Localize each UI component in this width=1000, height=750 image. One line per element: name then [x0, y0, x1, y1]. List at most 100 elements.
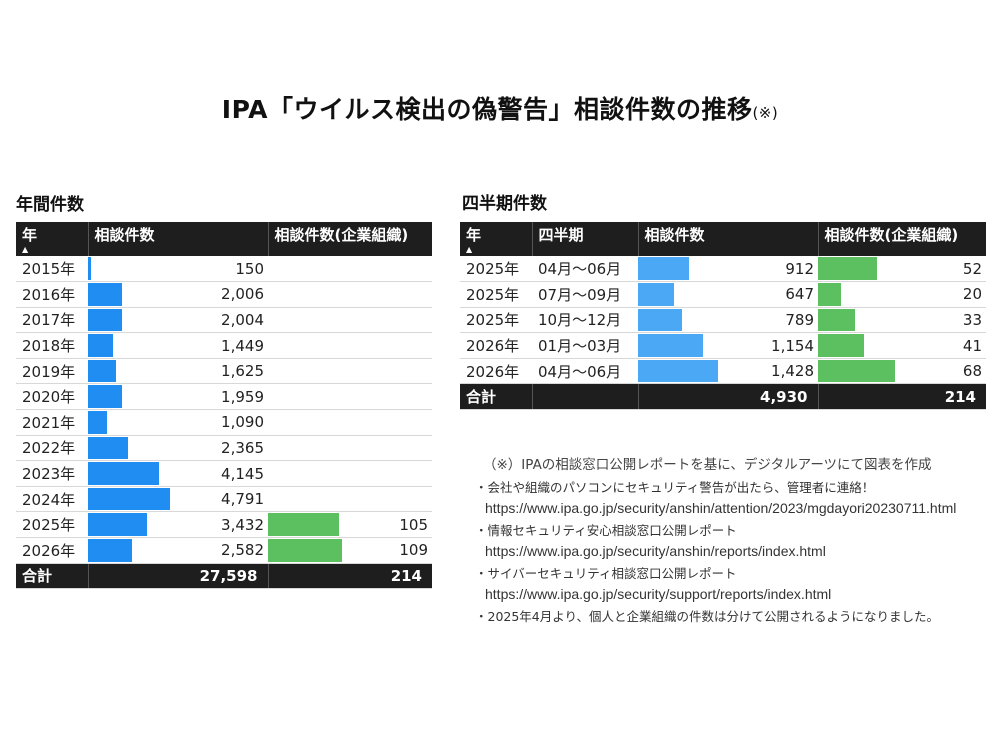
table-row: 2018年 1,449 [16, 332, 432, 359]
quarterly-total-corp: 214 [817, 383, 986, 411]
annual-count-cell: 2,004 [88, 307, 268, 334]
quarterly-header-quarter[interactable]: 四半期 [531, 222, 638, 256]
quarterly-count-cell-value: 1,154 [771, 336, 814, 355]
quarterly-year-cell: 2025年 [460, 256, 532, 283]
quarterly-corp-cell-value: 20 [962, 285, 982, 304]
quarterly-total-spacer [531, 383, 638, 411]
annual-corp-cell-bar [268, 539, 342, 562]
annual-year-cell: 2024年 [16, 486, 88, 513]
quarterly-table: 年 ▲ 四半期 相談件数 相談件数(企業組織) 2025年 04月～06月 912 52… [460, 222, 986, 411]
title-main: IPA「ウイルス検出の偽警告」相談件数の推移 [221, 95, 753, 124]
quarterly-year-cell: 2025年 [460, 281, 532, 308]
annual-year-cell: 2026年 [16, 537, 88, 564]
annual-count-cell-bar [88, 513, 147, 537]
annual-count-cell-bar [88, 308, 123, 332]
quarterly-quarter-cell: 10月～12月 [532, 307, 638, 334]
quarterly-count-cell-bar [638, 334, 703, 357]
quarterly-count-cell-bar [638, 359, 718, 383]
quarterly-corp-cell-bar [818, 283, 841, 306]
annual-header-row: 年 ▲ 相談件数 相談件数(企業組織) [16, 222, 432, 256]
annual-count-cell: 2,006 [88, 281, 268, 308]
quarterly-total-row: 合計 4,930 214 [460, 383, 986, 411]
table-row: 2025年 07月～09月 647 20 [460, 281, 986, 308]
annual-year-cell: 2025年 [16, 511, 88, 539]
table-row: 2026年 04月～06月 1,428 68 [460, 358, 986, 385]
annual-count-cell-value: 2,006 [221, 285, 264, 304]
table-row: 2019年 1,625 [16, 358, 432, 385]
quarterly-count-cell: 1,154 [638, 332, 818, 359]
table-row: 2015年 150 [16, 256, 432, 283]
annual-year-cell: 2021年 [16, 409, 88, 436]
quarterly-corp-cell: 52 [818, 256, 986, 283]
quarterly-quarter-cell: 04月～06月 [532, 256, 638, 283]
annual-table: 年 ▲ 相談件数 相談件数(企業組織) 2015年 150 2016年 2,006 201… [16, 222, 432, 590]
annual-header-year[interactable]: 年 ▲ [16, 222, 88, 256]
annual-count-cell-value: 150 [235, 259, 264, 278]
annual-year-cell: 2023年 [16, 460, 88, 487]
annual-count-cell: 4,791 [88, 486, 268, 513]
quarterly-count-cell-value: 912 [785, 259, 814, 278]
quarterly-corp-cell-bar [818, 359, 895, 383]
annual-year-cell: 2022年 [16, 435, 88, 462]
table-row: 2020年 1,959 [16, 383, 432, 411]
quarterly-header-year[interactable]: 年 ▲ [460, 222, 532, 256]
quarterly-quarter-cell: 07月～09月 [532, 281, 638, 308]
annual-count-cell-bar [88, 436, 129, 460]
annual-count-cell-value: 2,365 [221, 438, 264, 457]
quarterly-count-cell: 647 [638, 281, 818, 308]
note-link[interactable]: https://www.ipa.go.jp/security/support/r… [485, 586, 832, 602]
table-row: 2025年 10月～12月 789 33 [460, 307, 986, 334]
title-note: (※) [752, 104, 779, 122]
annual-year-cell: 2018年 [16, 332, 88, 359]
page-title: IPA「ウイルス検出の偽警告」相談件数の推移(※) [0, 90, 1000, 126]
table-row: 2021年 1,090 [16, 409, 432, 436]
table-row: 2023年 4,145 [16, 460, 432, 487]
annual-header-count[interactable]: 相談件数 [87, 222, 268, 256]
note-line: （※）IPAの相談窓口公開レポートを基に、デジタルアーツにて図表を作成 [483, 457, 932, 473]
annual-year-cell: 2015年 [16, 256, 88, 283]
quarterly-header-count[interactable]: 相談件数 [637, 222, 818, 256]
sort-ascending-icon[interactable]: ▲ [466, 245, 473, 254]
quarterly-total-label: 合計 [460, 383, 532, 411]
annual-total-label: 合計 [16, 563, 88, 590]
annual-header-corp[interactable]: 相談件数(企業組織) [267, 222, 432, 256]
annual-corp-cell [268, 307, 432, 334]
quarterly-corp-cell-bar [818, 308, 856, 332]
quarterly-count-cell: 1,428 [638, 358, 818, 385]
quarterly-count-cell-value: 789 [785, 310, 814, 329]
annual-year-cell: 2016年 [16, 281, 88, 308]
table-row: 2022年 2,365 [16, 435, 432, 462]
quarterly-header-corp[interactable]: 相談件数(企業組織) [817, 222, 986, 256]
annual-count-cell-bar [88, 283, 123, 306]
annual-count-cell-bar [88, 385, 122, 409]
quarterly-year-cell: 2026年 [460, 358, 532, 385]
quarterly-corp-cell-bar [818, 257, 877, 281]
annual-corp-cell: 105 [268, 511, 432, 539]
annual-year-cell: 2019年 [16, 358, 88, 385]
annual-corp-cell [268, 486, 432, 513]
annual-count-cell: 1,625 [88, 358, 268, 385]
table-row: 2016年 2,006 [16, 281, 432, 308]
annual-corp-cell [268, 435, 432, 462]
note-line: ・会社や組織のパソコンにセキュリティ警告が出たら、管理者に連絡！ [475, 479, 875, 495]
annual-total-count: 27,598 [87, 563, 268, 590]
annual-count-cell-value: 4,791 [221, 490, 264, 509]
note-link[interactable]: https://www.ipa.go.jp/security/anshin/re… [485, 543, 826, 559]
quarterly-corp-cell-bar [818, 334, 865, 357]
note-link[interactable]: https://www.ipa.go.jp/security/anshin/at… [485, 500, 957, 516]
quarterly-section-label: 四半期件数 [462, 194, 547, 214]
annual-count-cell: 2,365 [88, 435, 268, 462]
table-row: 2025年 04月～06月 912 52 [460, 256, 986, 283]
annual-count-cell: 1,959 [88, 383, 268, 411]
quarterly-count-cell: 912 [638, 256, 818, 283]
quarterly-corp-cell: 68 [818, 358, 986, 385]
quarterly-count-cell-value: 647 [785, 285, 814, 304]
annual-count-cell: 2,582 [88, 537, 268, 564]
annual-header-year-label: 年 [22, 226, 38, 244]
quarterly-count-cell-bar [638, 308, 683, 332]
annual-corp-cell: 109 [268, 537, 432, 564]
annual-section-label: 年間件数 [16, 195, 84, 215]
sort-ascending-icon[interactable]: ▲ [22, 245, 29, 254]
annual-corp-cell [268, 281, 432, 308]
annual-total-corp: 214 [267, 563, 432, 590]
